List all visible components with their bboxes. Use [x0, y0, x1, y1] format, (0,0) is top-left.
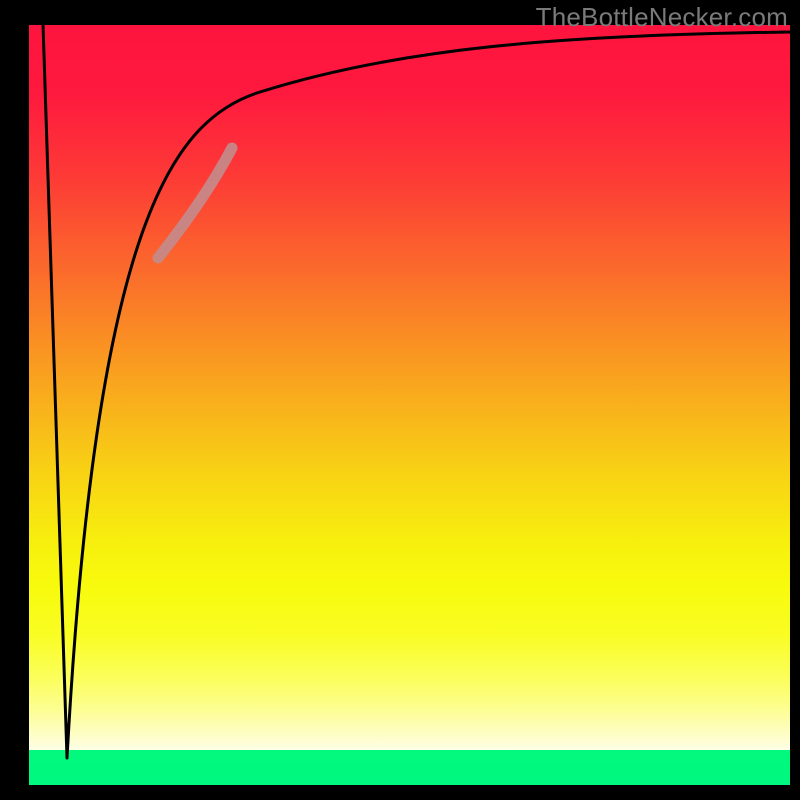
frame-mask-right: [791, 0, 800, 800]
frame-mask-bottom: [0, 786, 800, 800]
watermark-text: TheBottleNecker.com: [536, 2, 788, 33]
chart-root: TheBottleNecker.com: [0, 0, 800, 800]
frame-mask-left: [0, 0, 28, 800]
chart-background-gradient: [28, 24, 791, 786]
